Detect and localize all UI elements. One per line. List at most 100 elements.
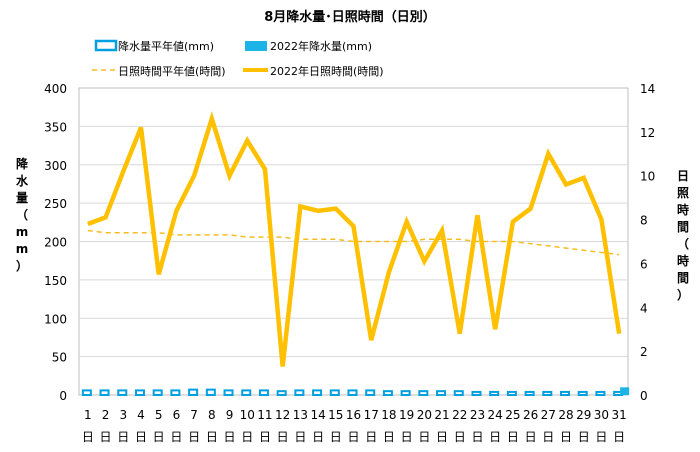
bar-precip-normal (471, 390, 482, 396)
bar-precip-normal (134, 389, 145, 396)
bar-precip-normal (99, 389, 110, 396)
x-tick-label: 15 (328, 408, 343, 422)
precip-normal-bars (81, 388, 624, 397)
x-tick-label: 29 (576, 408, 591, 422)
bar-precip-normal (329, 389, 340, 396)
bar-precip-normal (577, 390, 588, 396)
x-tick-label: 18 (381, 408, 396, 422)
x-tick-suffix: 日 (507, 430, 519, 444)
chart-title: 8月降水量･日照時間（日別） (264, 9, 436, 25)
x-tick-suffix: 日 (418, 430, 430, 444)
bar-precip-normal (418, 390, 429, 397)
x-tick-label: 23 (470, 408, 485, 422)
x-tick-label: 24 (488, 408, 503, 422)
x-tick-suffix: 日 (312, 430, 324, 444)
x-tick-label: 14 (310, 408, 325, 422)
x-tick-suffix: 日 (401, 430, 413, 444)
right-tick-label: 0 (640, 389, 648, 403)
x-tick-suffix: 日 (578, 430, 590, 444)
legend-swatch-precip-2022 (245, 41, 267, 51)
x-tick-suffix: 日 (436, 430, 448, 444)
x-tick-label: 28 (558, 408, 573, 422)
bar-precip-normal (81, 389, 92, 396)
x-tick-suffix: 日 (206, 430, 218, 444)
bar-precip-normal (400, 390, 411, 397)
left-tick-label: 50 (52, 351, 67, 365)
x-tick-label: 30 (594, 408, 609, 422)
x-tick-label: 16 (346, 408, 361, 422)
right-tick-label: 2 (640, 345, 648, 359)
x-tick-label: 27 (541, 408, 556, 422)
x-tick-suffix: 日 (613, 430, 625, 444)
x-tick-label: 12 (275, 408, 290, 422)
line-sunshine-2022 (87, 111, 622, 367)
bar-precip-normal (436, 390, 447, 397)
line-sunshine-normal (87, 229, 620, 256)
bar-precip-normal (506, 390, 517, 396)
left-tick-label: 200 (44, 236, 67, 250)
x-tick-label: 26 (523, 408, 538, 422)
x-tick-suffix: 日 (294, 430, 306, 444)
x-tick-label: 9 (226, 408, 234, 422)
x-tick-label: 11 (257, 408, 272, 422)
bar-precip-normal (453, 390, 464, 397)
bar-precip-normal (117, 389, 128, 396)
bar-precip-normal (595, 390, 606, 396)
gridlines (79, 125, 628, 358)
x-tick-label: 25 (505, 408, 520, 422)
x-tick-suffix: 日 (560, 430, 572, 444)
bar-precip-normal (188, 388, 199, 397)
bar-precip-normal (542, 390, 553, 396)
x-tick-label: 21 (434, 408, 449, 422)
left-tick-label: 0 (59, 389, 67, 403)
x-tick-suffix: 日 (188, 430, 200, 444)
legend-label-sun-2022: 2022年日照時間(時間) (270, 64, 384, 78)
bar-precip-normal (205, 388, 216, 397)
right-axis-title: 日照時間（時間） (677, 169, 689, 302)
bar-precip-normal (241, 389, 252, 396)
legend-swatch-precip-normal (94, 39, 118, 52)
x-tick-suffix: 日 (277, 430, 289, 444)
right-axis-ticks: 0 2 4 6 8 10 12 14 (640, 82, 655, 403)
left-tick-label: 150 (44, 274, 67, 288)
x-tick-label: 20 (417, 408, 432, 422)
legend-label-precip-2022: 2022年降水量(mm) (270, 39, 372, 53)
bar-precip-normal (276, 390, 287, 397)
right-tick-label: 10 (640, 170, 655, 184)
precip-2022-bars (620, 387, 630, 395)
x-tick-label: 13 (293, 408, 308, 422)
x-tick-suffix: 日 (347, 430, 359, 444)
x-tick-label: 31 (612, 408, 627, 422)
x-tick-label: 3 (119, 408, 127, 422)
x-tick-label: 4 (137, 408, 145, 422)
x-tick-label: 8 (208, 408, 216, 422)
x-tick-label: 10 (240, 408, 255, 422)
x-tick-suffix: 日 (117, 430, 129, 444)
left-tick-label: 300 (44, 159, 67, 173)
x-tick-suffix: 日 (489, 430, 501, 444)
x-tick-suffix: 日 (471, 430, 483, 444)
bar-precip-normal (223, 389, 234, 396)
left-axis-title: 降水量（ m m） (16, 156, 29, 273)
right-tick-label: 4 (640, 301, 648, 315)
x-tick-suffix: 日 (241, 430, 253, 444)
x-tick-label: 1 (84, 408, 92, 422)
bar-precip-2022 (620, 387, 630, 395)
x-tick-label: 17 (364, 408, 379, 422)
x-tick-suffix: 日 (224, 430, 236, 444)
x-axis-labels: 1日2日3日4日5日6日7日8日9日10日11日12日13日14日15日16日1… (82, 408, 627, 444)
x-tick-suffix: 日 (454, 430, 466, 444)
x-tick-label: 2 (102, 408, 110, 422)
bar-precip-normal (489, 390, 500, 396)
left-axis-ticks: 0 50 100 150 200 250 300 350 400 (44, 82, 67, 403)
x-tick-suffix: 日 (595, 430, 607, 444)
bar-precip-normal (382, 390, 393, 397)
x-tick-label: 19 (399, 408, 414, 422)
x-tick-suffix: 日 (365, 430, 377, 444)
bar-precip-normal (294, 389, 305, 396)
x-tick-suffix: 日 (542, 430, 554, 444)
bar-precip-normal (365, 389, 376, 396)
sunshine-lines (87, 111, 622, 367)
